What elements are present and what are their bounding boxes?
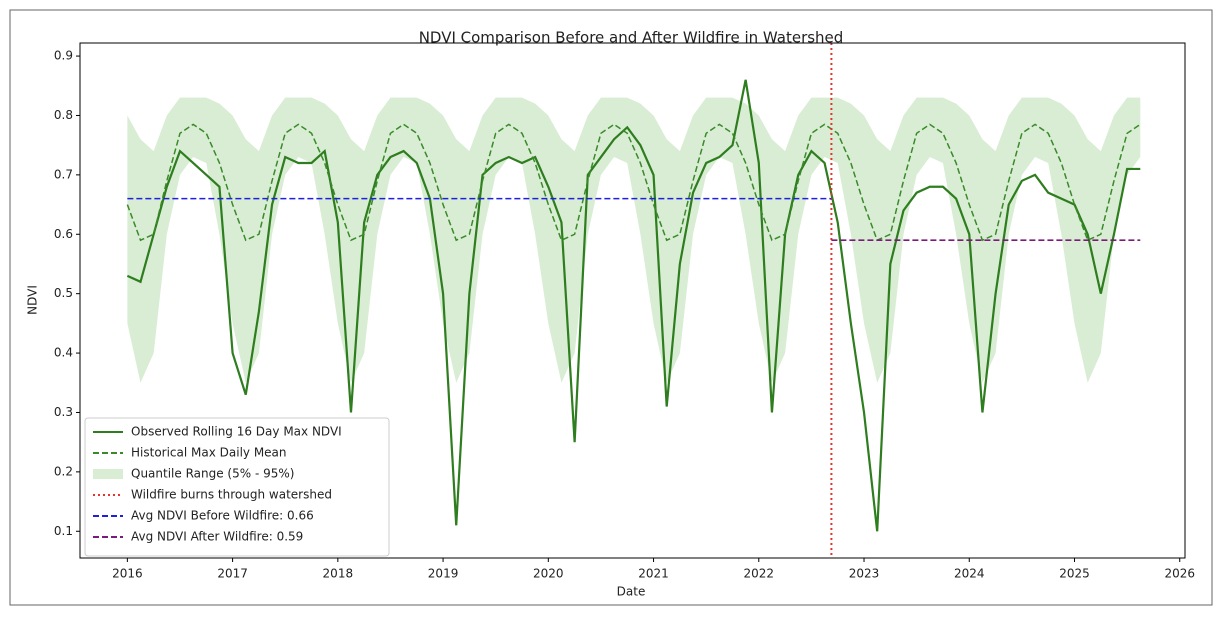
y-tick-label: 0.7 [54,167,73,181]
x-axis-label: Date [617,585,646,599]
y-tick-label: 0.1 [54,524,73,538]
y-tick-label: 0.6 [54,227,73,241]
legend-label: Wildfire burns through watershed [131,488,332,502]
x-tick-label: 2019 [428,567,459,581]
legend-swatch [93,469,123,479]
y-axis-label: NDVI [26,285,40,315]
legend-label: Quantile Range (5% - 95%) [131,467,294,481]
x-tick-label: 2018 [323,567,354,581]
legend-label: Avg NDVI Before Wildfire: 0.66 [131,509,314,523]
x-tick-label: 2016 [112,567,143,581]
plot-frame [79,42,1186,559]
y-tick-label: 0.3 [54,405,73,419]
x-tick-label: 2020 [533,567,564,581]
legend-label: Avg NDVI After Wildfire: 0.59 [131,530,303,544]
x-tick-label: 2024 [954,567,985,581]
legend-label: Observed Rolling 16 Day Max NDVI [131,425,342,439]
x-tick-label: 2022 [744,567,775,581]
chart-title: NDVI Comparison Before and After Wildfir… [419,29,844,47]
x-tick-label: 2026 [1164,567,1195,581]
legend-label: Historical Max Daily Mean [131,446,287,460]
x-tick-label: 2017 [217,567,248,581]
x-tick-label: 2025 [1059,567,1090,581]
series-line [126,79,1141,532]
legend-box [84,417,390,557]
x-tick-label: 2021 [638,567,669,581]
y-tick-label: 0.4 [54,346,73,360]
y-tick-label: 0.5 [54,286,73,300]
y-tick-label: 0.8 [54,108,73,122]
plot [126,43,1141,558]
series-line [126,123,1141,242]
y-tick-label: 0.9 [54,49,73,63]
y-tick-label: 0.2 [54,464,73,478]
x-tick-label: 2023 [849,567,880,581]
